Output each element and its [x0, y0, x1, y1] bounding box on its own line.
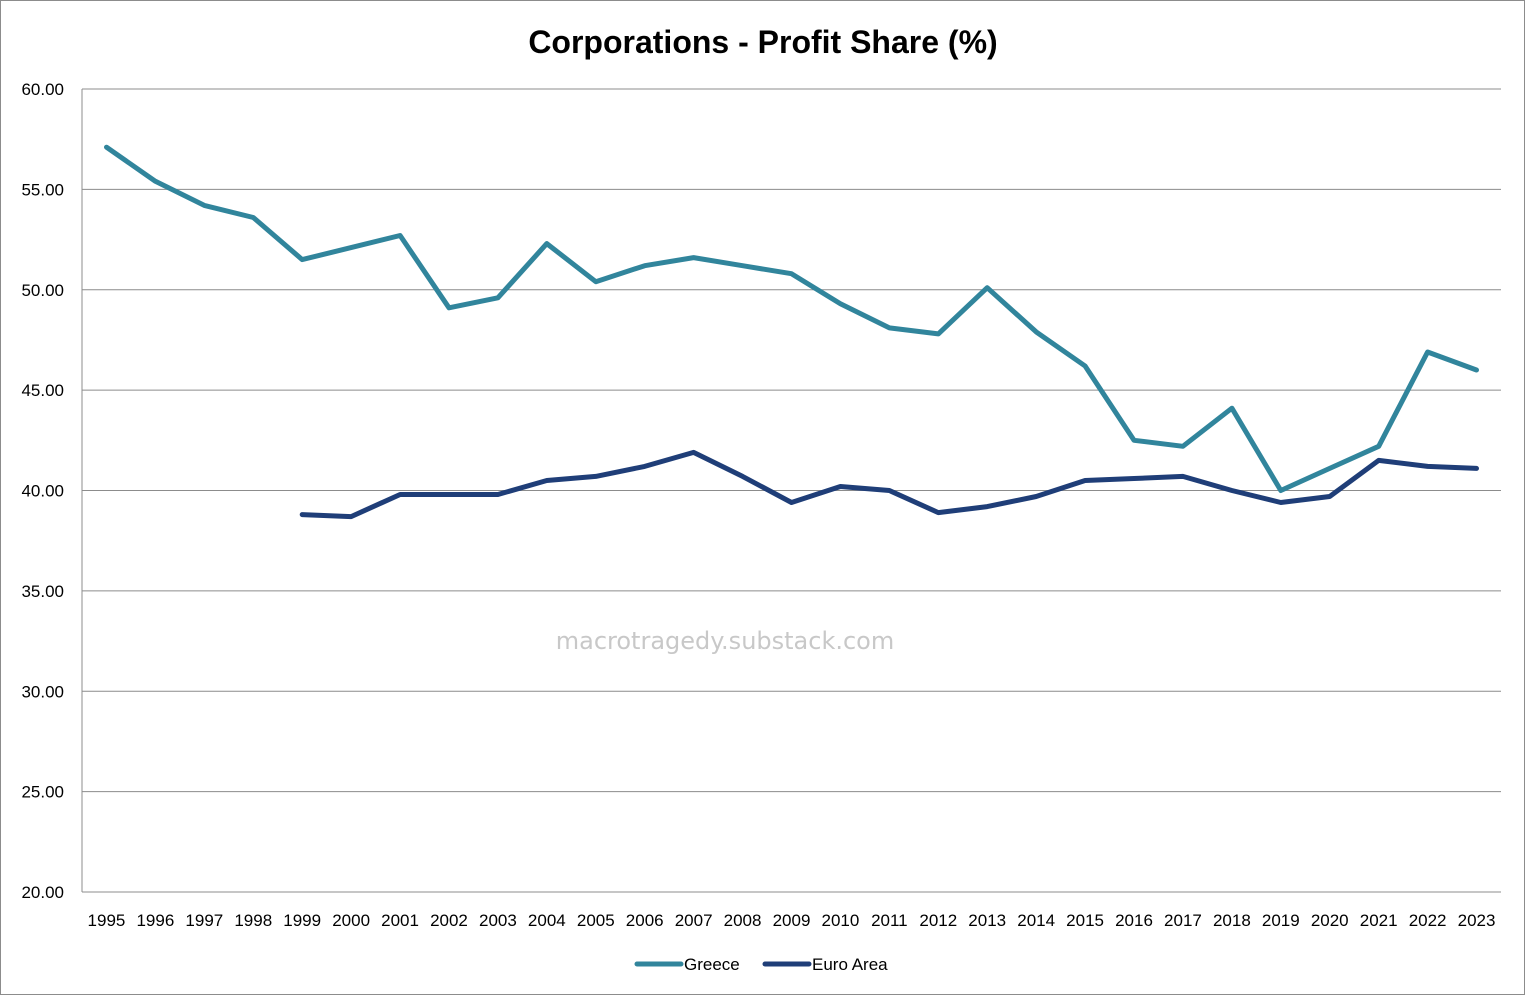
x-tick-label: 2007: [675, 911, 713, 930]
x-tick-label: 2002: [430, 911, 468, 930]
series-line-greece: [107, 147, 1477, 490]
x-tick-label: 2012: [919, 911, 957, 930]
x-tick-label: 2001: [381, 911, 419, 930]
x-tick-label: 2006: [626, 911, 664, 930]
grid-layer: [82, 89, 1501, 892]
x-tick-label: 2010: [822, 911, 860, 930]
chart-title: Corporations - Profit Share (%): [528, 24, 997, 60]
y-tick-label: 25.00: [21, 783, 64, 802]
x-tick-label: 2000: [332, 911, 370, 930]
x-tick-label: 2017: [1164, 911, 1202, 930]
legend: Greece Euro Area: [637, 955, 888, 974]
x-tick-label: 2022: [1409, 911, 1447, 930]
y-tick-label: 30.00: [21, 682, 64, 701]
x-tick-label: 2016: [1115, 911, 1153, 930]
series-layer: [106, 147, 1476, 516]
x-tick-label: 2019: [1262, 911, 1300, 930]
x-tick-label: 2003: [479, 911, 517, 930]
x-tick-label: 2021: [1360, 911, 1398, 930]
legend-label: Greece: [684, 955, 740, 974]
y-tick-label: 50.00: [21, 281, 64, 300]
x-tick-label: 2009: [773, 911, 811, 930]
y-axis-ticks: 20.00 25.00 30.00 35.00 40.00 45.00 50.00 55.00…: [21, 80, 64, 902]
x-tick-label: 2011: [871, 911, 908, 930]
watermark: macrotragedy.substack.com: [556, 627, 894, 655]
series-line-euro-area: [302, 452, 1476, 516]
x-tick-label: 1997: [185, 911, 223, 930]
x-tick-label: 2005: [577, 911, 615, 930]
y-tick-label: 35.00: [21, 582, 64, 601]
x-tick-label: 1998: [234, 911, 272, 930]
x-tick-label: 2008: [724, 911, 762, 930]
legend-label: Euro Area: [812, 955, 888, 974]
x-tick-label: 2020: [1311, 911, 1349, 930]
x-axis-ticks: 1995 1996 1997 1998 1999 2000 2001 2002 2003 2004…: [88, 911, 1496, 930]
y-tick-label: 40.00: [21, 482, 64, 501]
y-tick-label: 45.00: [21, 381, 64, 400]
x-tick-label: 1999: [283, 911, 321, 930]
x-tick-label: 2018: [1213, 911, 1251, 930]
x-tick-label: 1995: [88, 911, 126, 930]
x-tick-label: 2004: [528, 911, 566, 930]
y-tick-label: 20.00: [21, 883, 64, 902]
x-tick-label: 2023: [1458, 911, 1496, 930]
x-tick-label: 2015: [1066, 911, 1104, 930]
x-tick-label: 2014: [1017, 911, 1055, 930]
y-tick-label: 55.00: [21, 180, 64, 199]
y-tick-label: 60.00: [21, 80, 64, 99]
x-tick-label: 2013: [968, 911, 1006, 930]
x-tick-label: 1996: [136, 911, 174, 930]
